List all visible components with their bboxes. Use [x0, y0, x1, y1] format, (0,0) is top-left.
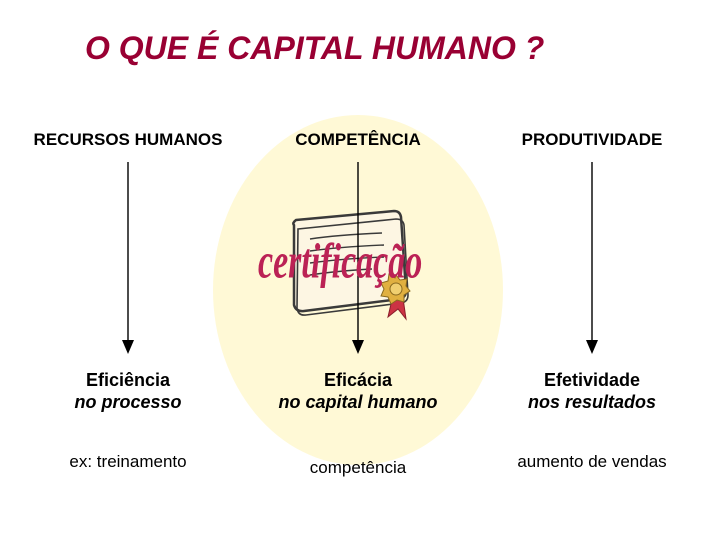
eff-right-line2: nos resultados: [492, 392, 692, 414]
eff-left-line1: Eficiência: [28, 370, 228, 392]
eff-left-line2: no processo: [28, 392, 228, 414]
col-header-left: RECURSOS HUMANOS: [18, 130, 238, 150]
eff-middle-line1: Eficácia: [238, 370, 478, 392]
eff-middle: Eficácia no capital humano: [238, 370, 478, 413]
col-header-middle: COMPETÊNCIA: [258, 130, 458, 150]
arrow-left: [122, 162, 134, 356]
ex-right: aumento de vendas: [492, 452, 692, 472]
page-title: O QUE É CAPITAL HUMANO ?: [85, 30, 544, 67]
eff-right: Efetividade nos resultados: [492, 370, 692, 413]
wordart-certificacao: certificação: [258, 235, 422, 290]
eff-left: Eficiência no processo: [28, 370, 228, 413]
eff-middle-line2: no capital humano: [238, 392, 478, 414]
eff-right-line1: Efetividade: [492, 370, 692, 392]
ex-left: ex: treinamento: [28, 452, 228, 472]
col-header-right: PRODUTIVIDADE: [492, 130, 692, 150]
arrow-right: [586, 162, 598, 356]
ex-middle: competência: [258, 458, 458, 478]
